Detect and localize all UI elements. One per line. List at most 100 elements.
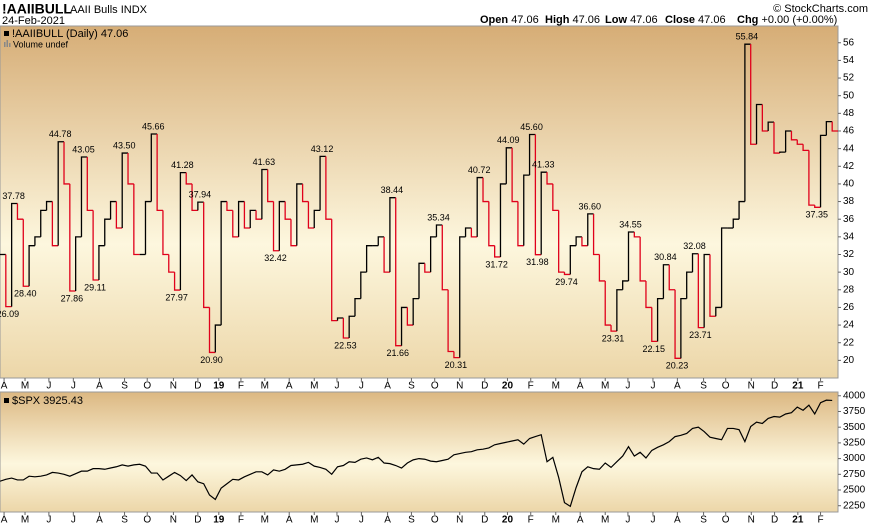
y-tick-label: 24	[843, 320, 855, 331]
x-tick-label: O	[722, 515, 730, 526]
quote-label: Open	[480, 14, 508, 26]
quote-value: 47.06	[511, 14, 539, 26]
x-tick-label: O	[143, 515, 151, 526]
x-tick-label: S	[700, 515, 707, 526]
data-label: 41.28	[171, 160, 194, 170]
y-tick-label: 22	[843, 337, 855, 348]
quote-value: 47.06	[573, 14, 601, 26]
step-segment	[784, 130, 792, 153]
x-tick-label: M	[21, 381, 29, 392]
y-tick-label: 3000	[843, 453, 866, 464]
legend-label: $SPX 3925.43	[12, 395, 83, 407]
legend-swatch	[4, 398, 9, 403]
x-tick-label: A	[577, 515, 584, 526]
x-tick-label: N	[748, 381, 755, 392]
quote-value: 47.06	[698, 14, 726, 26]
data-label: 55.84	[736, 32, 759, 42]
step-segment	[546, 172, 553, 185]
x-tick-label: J	[46, 515, 51, 526]
step-segment	[179, 171, 187, 291]
y-tick-label: 2250	[843, 500, 866, 511]
step-segment	[383, 236, 390, 273]
x-tick-label: J	[625, 381, 630, 392]
step-segment	[168, 254, 175, 273]
data-label: 27.97	[165, 292, 188, 302]
x-tick-label: F	[528, 381, 534, 392]
step-segment	[633, 231, 641, 238]
data-label: 44.78	[49, 129, 72, 139]
x-tick-label: A	[674, 381, 681, 392]
legend-label: !AAIIBULL (Daily) 47.06	[12, 28, 128, 40]
quote-label: Close	[665, 14, 695, 26]
step-segment	[301, 183, 309, 203]
step-segment	[744, 43, 751, 202]
x-tick-label: A	[1, 515, 8, 526]
x-tick-label: 21	[792, 381, 804, 392]
data-label: 29.74	[555, 277, 578, 287]
step-segment	[592, 213, 600, 256]
x-tick-label: N	[456, 515, 463, 526]
x-tick-label: J	[625, 515, 630, 526]
data-label: 23.71	[689, 330, 712, 340]
step-segment	[697, 253, 705, 329]
data-label: 41.63	[253, 157, 276, 167]
data-label: 20.23	[666, 361, 689, 371]
step-segment	[220, 200, 227, 326]
x-tick-label: M	[21, 515, 29, 526]
x-tick-label: N	[748, 515, 755, 526]
step-segment	[505, 147, 513, 184]
step-segment	[767, 121, 774, 131]
step-segment	[127, 153, 134, 185]
x-tick-label: M	[310, 381, 318, 392]
step-segment	[92, 210, 99, 281]
step-segment	[831, 121, 838, 132]
step-segment	[674, 289, 681, 359]
y-tick-label: 30	[843, 267, 855, 278]
data-label: 45.66	[142, 121, 165, 131]
step-segment	[214, 324, 222, 353]
step-segment	[703, 253, 710, 328]
date: 24-Feb-2021	[2, 15, 65, 27]
step-segment	[34, 236, 41, 246]
step-segment	[261, 168, 268, 220]
step-segment	[429, 236, 437, 273]
step-segment	[342, 318, 350, 339]
y-tick-label: 32	[843, 249, 855, 260]
step-segment	[499, 183, 507, 257]
step-segment	[406, 307, 414, 326]
step-segment	[656, 297, 664, 342]
y-tick-label: 38	[843, 196, 855, 207]
step-segment	[668, 264, 676, 291]
x-tick-label: A	[286, 515, 293, 526]
volume-icon	[4, 40, 11, 47]
legend-swatch	[4, 31, 9, 36]
step-segment	[755, 103, 763, 145]
quote-value: 47.06	[630, 14, 658, 26]
step-segment	[627, 231, 635, 281]
x-tick-label: A	[96, 381, 103, 392]
y-tick-label: 50	[843, 90, 855, 101]
x-tick-label: A	[286, 381, 293, 392]
step-segment	[441, 225, 449, 291]
y-tick-label: 54	[843, 55, 855, 66]
x-tick-label: S	[408, 381, 415, 392]
step-segment	[191, 183, 198, 212]
step-segment	[802, 144, 809, 152]
x-tick-label: F	[528, 515, 534, 526]
step-segment	[470, 228, 478, 238]
y-tick-label: 48	[843, 108, 855, 119]
step-segment	[552, 183, 559, 212]
step-segment	[360, 271, 367, 299]
x-tick-label: M	[261, 515, 269, 526]
step-segment	[569, 245, 577, 275]
step-segment	[395, 197, 402, 347]
x-tick-label: D	[481, 515, 488, 526]
data-label: 20.90	[200, 355, 223, 365]
symbol: !AAIIBULL	[2, 1, 72, 17]
step-segment	[313, 209, 321, 229]
x-tick-label: F	[817, 515, 823, 526]
data-label: 30.84	[654, 252, 677, 262]
step-segment	[185, 172, 193, 185]
step-segment	[278, 200, 286, 251]
data-label: 22.15	[643, 344, 666, 354]
